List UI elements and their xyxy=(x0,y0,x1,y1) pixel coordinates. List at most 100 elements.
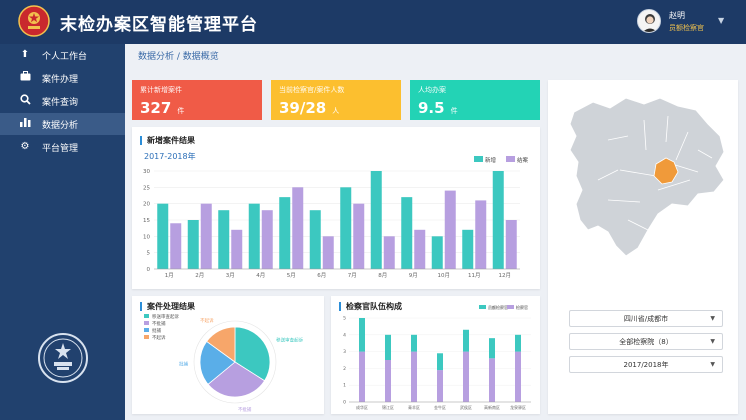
new-cases-chart: 2017-2018年 0 5 10 15 20 25 30 1月 2月 3月 4月 5月 6月 7月 8月 9月… xyxy=(143,151,529,279)
legend-label: 结案 xyxy=(517,156,529,164)
legend-label: 员额检察官 xyxy=(488,304,508,310)
kpi-label: 当前检察官/案件人数 xyxy=(279,86,345,94)
x-tick-label: 8月 xyxy=(378,272,387,279)
pie-slice-label: 批捕 xyxy=(179,360,188,367)
sidebar-item-label: 案件查询 xyxy=(42,97,79,108)
legend-label: 新增 xyxy=(485,156,496,164)
bar-新增 xyxy=(431,236,443,269)
x-tick-label: 成华区 xyxy=(356,404,368,410)
legend-swatch xyxy=(479,305,486,309)
x-tick-label: 青羊区 xyxy=(408,404,420,410)
bar-新增 xyxy=(157,203,169,269)
x-tick-label: 金牛区 xyxy=(434,404,446,410)
bar-新增 xyxy=(309,210,321,269)
sidebar-item-case-handling[interactable]: 案件办理 xyxy=(0,67,125,89)
legend-label: 检察官 xyxy=(516,304,528,310)
pie-slice-label: 移送审查起诉 xyxy=(276,336,303,343)
bar-员额检察官 xyxy=(515,334,521,352)
y-tick-label: 5 xyxy=(147,251,151,257)
legend-swatch xyxy=(506,156,515,162)
bar-新增 xyxy=(340,187,352,269)
chevron-down-icon: ▼ xyxy=(710,315,715,322)
select-value: 全部检察院（8） xyxy=(619,337,673,346)
panel-title: 新增案件结果 xyxy=(140,136,195,145)
pie-slice xyxy=(199,340,236,385)
bar-新增 xyxy=(462,229,474,269)
bar-员额检察官 xyxy=(385,334,391,360)
sidebar-item-platform-admin[interactable]: ⚙ 平台管理 xyxy=(0,136,125,158)
bar-检察官 xyxy=(411,351,417,402)
pie-slice xyxy=(206,326,236,363)
y-tick-label: 0 xyxy=(343,400,346,406)
bar-新增 xyxy=(218,210,230,269)
bar-结案 xyxy=(475,200,487,269)
sidebar-item-data-analysis[interactable]: 数据分析 xyxy=(0,113,125,135)
legend-label: 移送审查起诉 xyxy=(152,313,179,320)
sidebar-item-label: 个人工作台 xyxy=(42,51,88,62)
bar-新增 xyxy=(187,220,199,269)
procuratorate-select[interactable]: 全部检察院（8） ▼ xyxy=(569,333,723,350)
bar-新增 xyxy=(279,197,291,269)
avatar[interactable] xyxy=(637,9,661,33)
kpi-unit: 件 xyxy=(450,107,458,115)
x-tick-label: 锦江区 xyxy=(382,404,394,410)
select-value: 四川省/成都市 xyxy=(623,314,669,323)
x-tick-label: 龙泉驿区 xyxy=(510,404,526,410)
legend-label: 不批捕 xyxy=(152,320,166,327)
select-value: 2017/2018年 xyxy=(623,360,669,369)
legend-swatch xyxy=(144,335,149,339)
x-tick-label: 7月 xyxy=(348,272,357,279)
case-result-panel: 案件处理结果 移送审查起诉 不批捕 批捕 不起诉 移送审查起诉 不批捕 批捕 不起诉 xyxy=(132,296,324,414)
team-panel: 检察官队伍构成 0 1 2 3 4 5 成华区 锦江区 青羊区 金牛区 武侯区 高新南区 龙泉驿区 员额检… xyxy=(331,296,540,414)
bar-检察官 xyxy=(359,351,365,402)
bar-新增 xyxy=(370,171,382,269)
kpi-label: 人均办案 xyxy=(418,86,446,94)
y-tick-label: 25 xyxy=(143,185,150,191)
panel-title: 检察官队伍构成 xyxy=(339,302,402,311)
x-tick-label: 6月 xyxy=(317,272,326,279)
bar-结案 xyxy=(200,203,212,269)
bar-结案 xyxy=(170,223,182,269)
pie-outer-ring xyxy=(193,320,277,404)
map-panel: 四川省/成都市 ▼ 全部检察院（8） ▼ 2017/2018年 ▼ xyxy=(548,80,738,414)
sidebar-item-case-query[interactable]: 案件查询 xyxy=(0,90,125,112)
kpi-label: 累计新增案件 xyxy=(140,86,182,94)
x-tick-label: 高新南区 xyxy=(484,404,500,410)
bar-结案 xyxy=(353,203,365,269)
bar-结案 xyxy=(414,229,426,269)
pie-slice-label: 不批捕 xyxy=(238,406,252,413)
legend-swatch xyxy=(507,305,514,309)
pie-slice-label: 不起诉 xyxy=(200,317,214,324)
y-tick-label: 15 xyxy=(143,218,150,224)
gear-icon: ⚙ xyxy=(20,141,30,152)
y-tick-label: 5 xyxy=(343,316,346,322)
legend-label: 不起诉 xyxy=(152,334,166,341)
legend-swatch xyxy=(144,328,149,332)
user-name[interactable]: 赵明 xyxy=(669,11,685,20)
sichuan-map[interactable] xyxy=(548,80,738,280)
breadcrumb[interactable]: 数据分析 / 数据概览 xyxy=(138,52,219,62)
year-select[interactable]: 2017/2018年 ▼ xyxy=(569,356,723,373)
app-title: 末检办案区智能管理平台 xyxy=(60,15,258,35)
procuratorate-logo xyxy=(18,5,50,37)
x-tick-label: 11月 xyxy=(468,272,481,279)
kpi-value: 39/28 xyxy=(279,99,327,117)
sidebar-item-workbench[interactable]: ⬆ 个人工作台 xyxy=(0,44,125,66)
y-tick-label: 1 xyxy=(343,383,346,389)
briefcase-icon xyxy=(18,71,32,85)
top-bar: 末检办案区智能管理平台 赵明 员额检察官 ▼ xyxy=(0,0,746,44)
legend-swatch xyxy=(144,321,149,325)
bar-员额检察官 xyxy=(411,334,417,352)
kpi-card-avg-cases: 人均办案 9.5 件 xyxy=(410,80,540,120)
region-select[interactable]: 四川省/成都市 ▼ xyxy=(569,310,723,327)
bar-检察官 xyxy=(385,360,391,402)
chevron-down-icon: ▼ xyxy=(710,361,715,368)
chevron-down-icon[interactable]: ▼ xyxy=(718,16,725,25)
legend-swatch xyxy=(144,314,149,318)
chevron-down-icon: ▼ xyxy=(710,338,715,345)
search-icon xyxy=(18,93,32,109)
kpi-value: 327 xyxy=(140,99,172,117)
x-tick-label: 9月 xyxy=(409,272,418,279)
bar-结案 xyxy=(383,236,395,269)
